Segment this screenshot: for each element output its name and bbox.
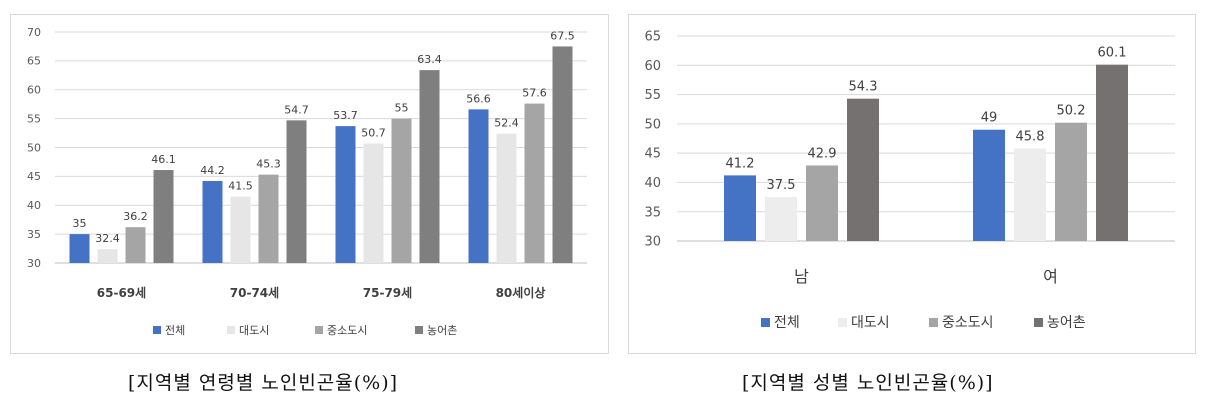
chart-1-bar-1-2 [973, 129, 1005, 241]
chart-1-ytick-label: 55 [644, 88, 661, 103]
chart-0-ytick-label: 40 [27, 199, 41, 212]
chart-0-bar-3-1 [125, 227, 146, 263]
chart-0-legend-swatch-1 [153, 326, 161, 334]
chart-0-bar-4-1 [153, 170, 174, 263]
chart-0-bar-1-3 [335, 126, 356, 263]
chart-0-data-label: 36.2 [123, 210, 148, 223]
chart-1-category-label: 여 [1043, 267, 1058, 286]
chart-1-legend-swatch-4 [1034, 318, 1043, 327]
chart-0-legend-label: 대도시 [239, 324, 269, 337]
chart-0-data-label: 35 [73, 217, 87, 230]
sex-poverty-chart-panel: 30 35 40 45 50 55 60 65 41.2 37.5 42.9 54.3 남 49 45.8 5… [628, 14, 1196, 354]
sex-chart-caption: [지역별 성별 노인빈곤율(%)] [742, 372, 994, 394]
chart-0-ytick-label: 60 [27, 84, 41, 97]
chart-1-ytick-label: 40 [644, 176, 661, 191]
chart-0-data-label: 45.3 [256, 158, 281, 171]
chart-0-ytick-label: 30 [27, 257, 41, 270]
age-chart-caption: [지역별 연령별 노인빈곤율(%)] [128, 372, 399, 394]
chart-0-legend-swatch-3 [315, 326, 323, 334]
chart-1-ytick-label: 35 [644, 205, 661, 220]
chart-0-bar-2-3 [363, 143, 384, 263]
chart-0-data-label: 57.6 [522, 87, 547, 100]
chart-0-bar-1-4 [468, 109, 489, 263]
chart-0-ytick-label: 45 [27, 170, 41, 183]
chart-0-data-label: 46.1 [151, 153, 176, 166]
chart-1-bar-3-2 [1055, 122, 1087, 241]
chart-0-data-label: 55 [395, 102, 409, 115]
chart-0-bar-2-2 [230, 196, 251, 263]
chart-0-ytick-label: 35 [27, 228, 41, 241]
chart-0-data-label: 50.7 [361, 126, 386, 139]
chart-1-data-label: 60.1 [1098, 46, 1127, 61]
chart-0-bar-1-1 [69, 234, 90, 263]
chart-0-data-label: 53.7 [333, 109, 358, 122]
chart-1-legend-label: 전체 [774, 315, 800, 331]
chart-0-bar-4-4 [552, 46, 573, 263]
chart-0-category-label: 75-79세 [363, 285, 412, 300]
chart-0-data-label: 52.4 [494, 117, 519, 130]
chart-0-legend-label: 중소도시 [327, 324, 367, 337]
chart-0-legend-label: 전체 [165, 324, 185, 337]
chart-0-category-label: 70-74세 [230, 285, 279, 300]
chart-1-legend-label: 대도시 [851, 315, 890, 331]
chart-1-bar-3-1 [806, 165, 838, 241]
chart-0-data-label: 54.7 [284, 103, 309, 116]
chart-0-ytick-label: 55 [27, 112, 41, 125]
chart-0-ytick-label: 70 [27, 26, 41, 39]
chart-1-bar-4-1 [847, 98, 879, 242]
chart-1-data-label: 49 [981, 111, 998, 126]
chart-1-legend-swatch-2 [838, 318, 847, 327]
chart-0-bar-3-2 [258, 174, 279, 263]
chart-0-bar-4-2 [286, 120, 307, 263]
chart-1-category-label: 남 [794, 267, 809, 286]
chart-0-ytick-label: 50 [27, 141, 41, 154]
chart-1-data-label: 50.2 [1057, 104, 1086, 119]
chart-0-legend-swatch-4 [415, 326, 423, 334]
chart-1-legend-label: 농어촌 [1047, 315, 1086, 331]
chart-0-data-label: 41.5 [228, 180, 253, 193]
chart-1-data-label: 54.3 [849, 80, 878, 95]
chart-0-bar-1-2 [202, 180, 223, 263]
chart-1-data-label: 42.9 [808, 146, 837, 161]
chart-1-bar-2-2 [1014, 148, 1046, 241]
chart-0-bar-4-3 [419, 70, 440, 263]
chart-1-legend-swatch-3 [929, 318, 938, 327]
chart-1-data-label: 45.8 [1016, 129, 1045, 144]
age-poverty-chart-panel: 30 35 40 45 50 55 60 65 70 35 32.4 36.2 46.1 65-69세 44… [10, 14, 609, 354]
chart-0-bar-3-4 [524, 103, 545, 263]
chart-1-ytick-label: 60 [644, 59, 661, 74]
chart-0-data-label: 63.4 [417, 53, 442, 66]
age-poverty-chart: 30 35 40 45 50 55 60 65 70 35 32.436.2 46.1 65-69세 44… [27, 26, 587, 337]
chart-0-data-label: 32.4 [95, 232, 120, 245]
chart-1-ytick-label: 50 [644, 117, 661, 132]
chart-1-data-label: 37.5 [767, 178, 796, 193]
chart-1-data-label: 41.2 [726, 156, 755, 171]
chart-1-legend-label: 중소도시 [942, 315, 994, 331]
chart-0-legend-swatch-2 [227, 326, 235, 334]
chart-0-bar-2-4 [496, 133, 517, 263]
sex-poverty-chart: 30 35 40 45 50 55 60 65 41.2 37.5 42.9 54.3 남 49 45.8 5… [644, 30, 1175, 331]
chart-0-data-label: 67.5 [550, 29, 575, 42]
chart-1-bar-2-1 [765, 197, 797, 241]
chart-0-data-label: 44.2 [200, 164, 225, 177]
chart-1-bar-4-2 [1096, 64, 1128, 241]
chart-0-data-label: 56.6 [466, 92, 491, 105]
chart-0-category-label: 65-69세 [97, 285, 146, 300]
chart-0-category-label: 80세이상 [496, 285, 546, 300]
chart-1-ytick-label: 45 [644, 147, 661, 162]
chart-0-legend-label: 농어촌 [427, 324, 457, 337]
chart-1-legend-swatch-1 [761, 318, 770, 327]
chart-1-ytick-label: 30 [644, 235, 661, 250]
chart-0-bar-3-3 [391, 118, 412, 263]
chart-1-bar-1-1 [724, 175, 756, 241]
chart-0-bar-2-1 [97, 249, 118, 263]
chart-0-ytick-label: 65 [27, 55, 41, 68]
chart-1-ytick-label: 65 [644, 30, 661, 45]
